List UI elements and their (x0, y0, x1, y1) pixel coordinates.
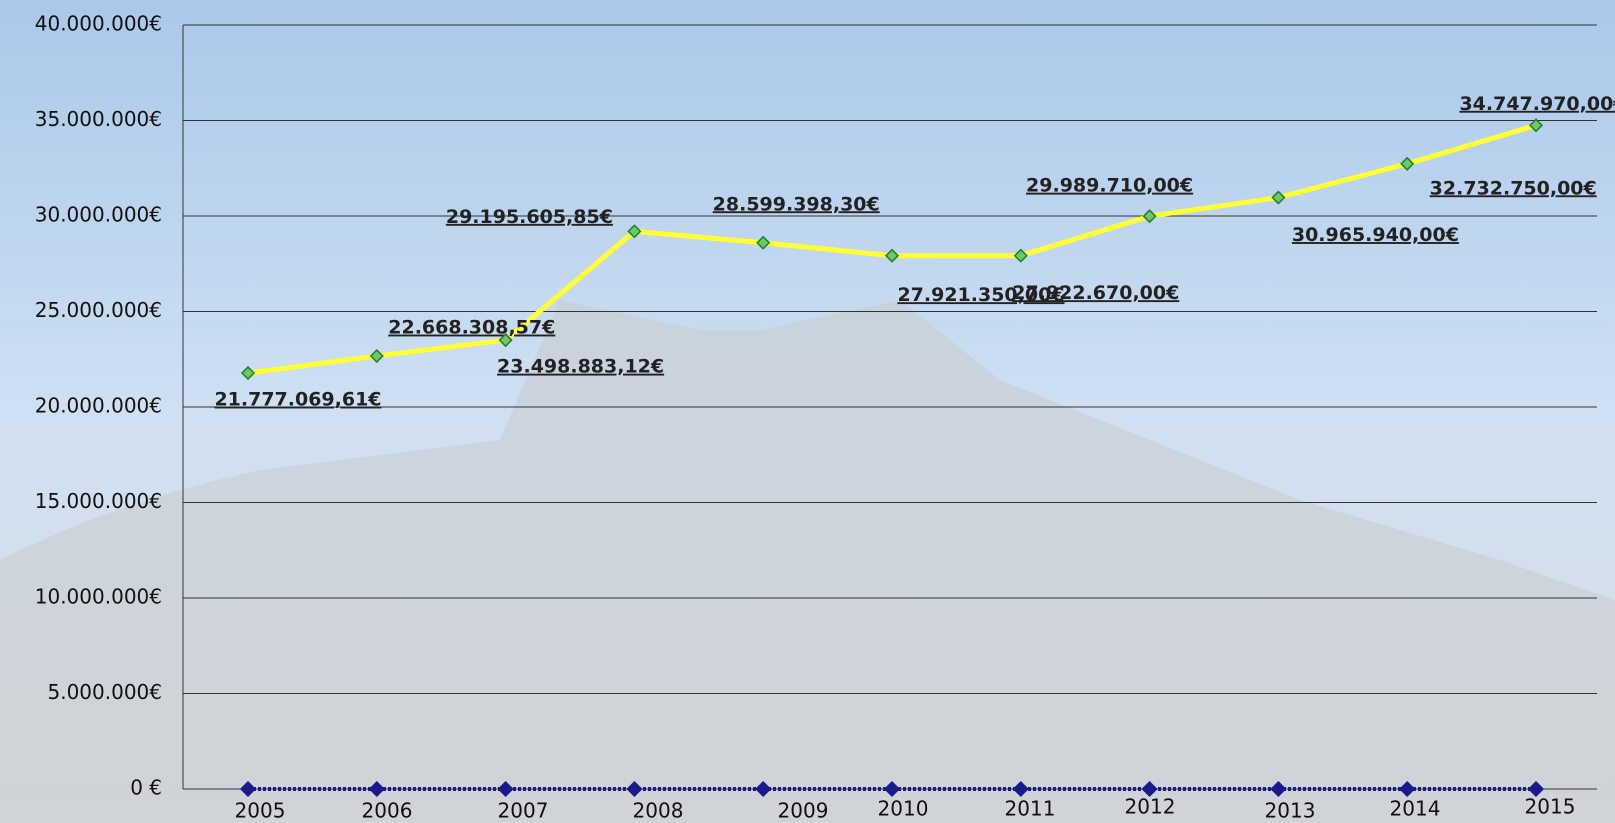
marker (1013, 248, 1028, 263)
y-tick-label: 25.000.000€ (35, 298, 162, 322)
y-tick-label: 0 € (130, 776, 162, 800)
background-scene (0, 300, 1615, 823)
marker (1142, 209, 1157, 224)
x-tick-label: 2015 (1525, 795, 1576, 819)
x-tick-label: 2013 (1265, 799, 1316, 823)
marker (1400, 156, 1415, 171)
x-tick-label: 2012 (1125, 795, 1176, 819)
marker (498, 333, 513, 348)
data-label: 29.195.605,85€ (446, 206, 613, 228)
marker (627, 224, 642, 239)
y-tick-label: 10.000.000€ (35, 585, 162, 609)
marker (884, 248, 900, 263)
x-tick-label: 2008 (633, 799, 684, 823)
marker (1528, 118, 1544, 133)
y-tick-label: 35.000.000€ (35, 107, 162, 131)
y-tick-label: 40.000.000€ (35, 12, 162, 36)
x-tick-label: 2007 (498, 799, 549, 823)
x-tick-label: 2005 (235, 799, 286, 823)
marker (368, 780, 385, 798)
marker (369, 348, 384, 364)
x-tick-label: 2009 (778, 799, 829, 823)
data-label: 27.921.350,00€ (897, 284, 1064, 306)
marker (1141, 780, 1158, 798)
data-label: 28.599.398,30€ (713, 193, 880, 215)
data-label: 32.732.750,00€ (1430, 177, 1597, 199)
data-label: 22.668.308,57€ (388, 317, 555, 339)
marker (1399, 780, 1416, 798)
data-label: 34.747.970,00€ (1459, 93, 1615, 115)
y-tick-label: 5.000.000€ (47, 680, 162, 704)
marker (756, 235, 771, 250)
marker (1271, 190, 1286, 205)
marker (1527, 780, 1545, 798)
y-tick-label: 15.000.000€ (35, 489, 162, 513)
marker (497, 780, 514, 798)
marker (626, 780, 643, 798)
y-tick-label: 30.000.000€ (35, 203, 162, 227)
marker (755, 780, 772, 798)
marker (883, 780, 901, 798)
data-label: 21.777.069,61€ (214, 389, 381, 411)
x-tick-label: 2014 (1390, 797, 1441, 821)
marker (240, 365, 256, 381)
y-tick-label: 20.000.000€ (35, 394, 162, 418)
data-label: 27.922.670,00€ (1012, 282, 1179, 304)
x-tick-label: 2006 (362, 799, 413, 823)
data-label: 29.989.710,00€ (1026, 175, 1193, 197)
data-label: 30.965.940,00€ (1292, 224, 1459, 246)
marker (1270, 780, 1287, 798)
x-tick-label: 2011 (1005, 797, 1056, 821)
marker (239, 780, 257, 798)
data-label: 23.498.883,12€ (497, 356, 664, 378)
marker (1012, 780, 1029, 798)
x-tick-label: 2010 (878, 797, 929, 821)
